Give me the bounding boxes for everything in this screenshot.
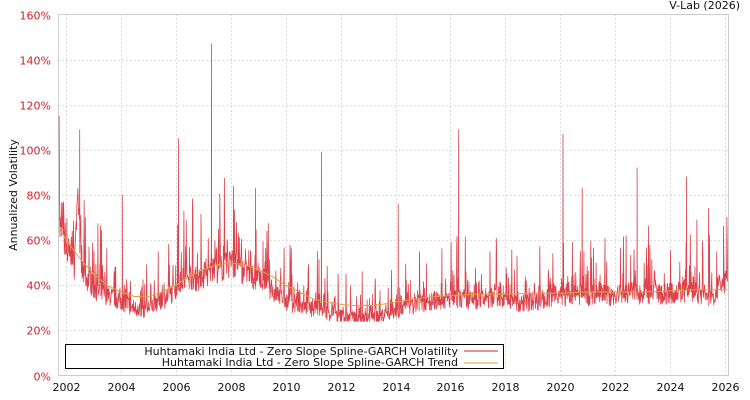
x-tick-label: 2006 bbox=[163, 381, 191, 394]
x-tick-label: 2022 bbox=[602, 381, 630, 394]
x-tick-label: 2012 bbox=[328, 381, 356, 394]
x-tick-label: 2026 bbox=[712, 381, 740, 394]
legend-box bbox=[65, 344, 504, 369]
y-tick-label: 120% bbox=[20, 100, 51, 113]
y-tick-label: 40% bbox=[27, 280, 51, 293]
volatility-line bbox=[58, 43, 728, 322]
x-tick-label: 2018 bbox=[492, 381, 520, 394]
x-tick-label: 2008 bbox=[218, 381, 246, 394]
x-tick-label: 2004 bbox=[108, 381, 136, 394]
y-tick-label: 160% bbox=[20, 10, 51, 23]
y-tick-label: 60% bbox=[27, 235, 51, 248]
x-tick-label: 2014 bbox=[383, 381, 411, 394]
legend-trend-label: Huhtamaki India Ltd - Zero Slope Spline-… bbox=[162, 356, 458, 369]
x-tick-label: 2010 bbox=[273, 381, 301, 394]
trend-line bbox=[58, 226, 728, 307]
y-tick-label: 140% bbox=[20, 55, 51, 68]
y-tick-label: 0% bbox=[34, 371, 51, 384]
legend: Huhtamaki India Ltd - Zero Slope Spline-… bbox=[65, 344, 504, 369]
y-tick-label: 100% bbox=[20, 145, 51, 158]
x-axis-ticks: 2002 2004 2006 2008 2010 2012 2014 2016 2018 2020… bbox=[53, 381, 740, 394]
plot-border bbox=[58, 14, 729, 376]
x-tick-label: 2024 bbox=[657, 381, 685, 394]
grid-lines bbox=[58, 14, 729, 376]
y-axis-ticks: 0% 20% 40% 60% 80% 100% 120% 140% 160% bbox=[20, 10, 51, 384]
credit-label: V-Lab (2026) bbox=[669, 0, 740, 12]
trend-series bbox=[58, 226, 728, 307]
y-tick-label: 80% bbox=[27, 190, 51, 203]
x-tick-label: 2016 bbox=[437, 381, 465, 394]
y-axis-label: Annualized Volatility bbox=[7, 139, 20, 251]
x-tick-label: 2002 bbox=[53, 381, 81, 394]
x-tick-label: 2020 bbox=[547, 381, 575, 394]
legend-volatility-label: Huhtamaki India Ltd - Zero Slope Spline-… bbox=[144, 345, 458, 358]
y-tick-label: 20% bbox=[27, 325, 51, 338]
volatility-series bbox=[58, 43, 728, 322]
